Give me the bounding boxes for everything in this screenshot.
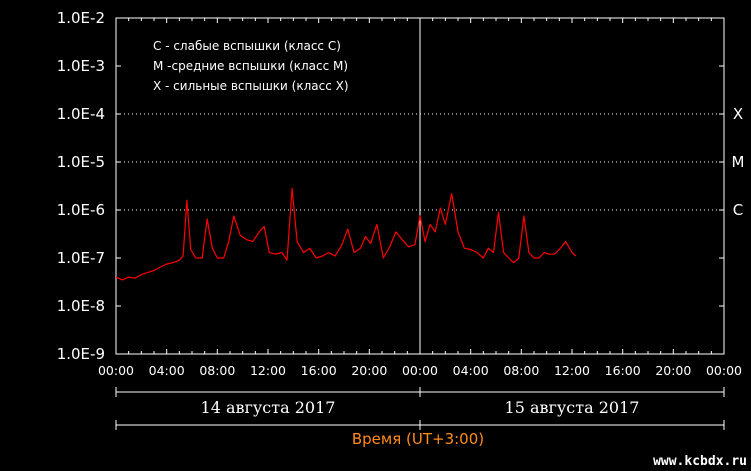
day-label: 15 августа 2017 [505, 398, 640, 417]
y-tick-label: 1.0E-6 [57, 201, 105, 219]
xray-flux-line [115, 187, 577, 281]
x-axis-label: Время (UT+3:00) [352, 430, 484, 448]
day-label: 14 августа 2017 [201, 398, 336, 417]
x-tick-label: 16:00 [301, 363, 337, 378]
x-tick-label: 20:00 [351, 363, 387, 378]
y-tick-label: 1.0E-8 [57, 297, 105, 315]
day-labels: 14 августа 2017 15 августа 2017 [115, 387, 725, 430]
x-tick-label: 00:00 [402, 363, 438, 378]
x-tick-label: 20:00 [655, 363, 691, 378]
x-tick-label: 04:00 [149, 363, 185, 378]
x-tick-label: 12:00 [554, 363, 590, 378]
legend-entry: C - слабые вспышки (класс C) [153, 39, 341, 53]
y-tick-label: 1.0E-7 [57, 249, 105, 267]
x-tick-label: 12:00 [250, 363, 286, 378]
legend-entry: M -средние вспышки (класс M) [153, 59, 348, 73]
series-group [115, 187, 577, 281]
x-tick-label: 00:00 [706, 363, 742, 378]
x-tick-label: 08:00 [199, 363, 235, 378]
class-label: X [733, 105, 743, 123]
x-tick-label: 04:00 [453, 363, 489, 378]
y-tick-label: 1.0E-5 [57, 153, 105, 171]
legend-entry: X - сильные вспышки (класс X) [153, 79, 349, 93]
legend: C - слабые вспышки (класс C) M -средние в… [153, 39, 349, 93]
x-tick-label: 16:00 [605, 363, 641, 378]
y-tick-label: 1.0E-4 [57, 105, 105, 123]
watermark: www.kcbdx.ru [653, 454, 747, 469]
class-label: M [732, 153, 745, 171]
class-grid-lines: X M C [116, 105, 744, 219]
x-tick-label: 08:00 [503, 363, 539, 378]
y-tick-label: 1.0E-9 [57, 345, 105, 363]
y-tick-label: 1.0E-3 [57, 57, 105, 75]
y-axis: 1.0E-2 1.0E-3 1.0E-4 1.0E-5 1.0E-6 1.0E-7 1.0E… [57, 9, 724, 363]
class-label: C [733, 201, 743, 219]
x-tick-label: 00:00 [98, 363, 134, 378]
x-axis: 00:00 04:00 08:00 12:00 16:00 20:00 00:00 04:00… [98, 18, 742, 378]
y-tick-label: 1.0E-2 [57, 9, 105, 27]
